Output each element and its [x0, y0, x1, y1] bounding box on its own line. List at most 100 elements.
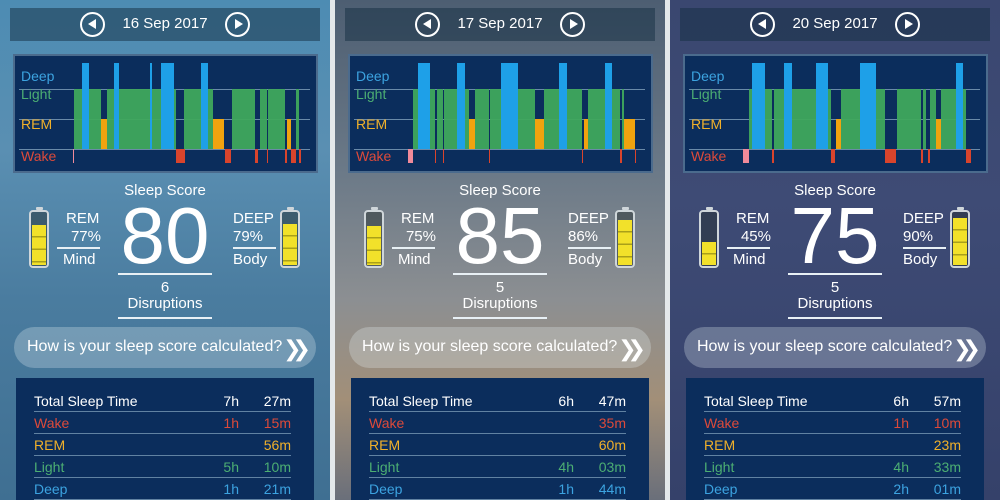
row-minutes: 10m [933, 415, 961, 431]
row-label: Wake [704, 415, 740, 431]
double-chevron-right-icon: ❯❯ [953, 336, 981, 361]
gridline [689, 119, 980, 120]
segment-wake [176, 149, 186, 163]
segment-wake [928, 149, 930, 163]
gridline [689, 89, 980, 90]
row-hours: 1h [223, 415, 239, 431]
segment-deep [751, 63, 765, 149]
previous-day-arrow-icon[interactable] [750, 12, 775, 37]
sleep-score-label: Sleep Score [124, 182, 206, 199]
row-hours: 6h [558, 393, 574, 409]
segment-wake [634, 149, 637, 163]
segment-rem [534, 119, 544, 149]
mind-label: Mind [733, 251, 766, 268]
table-row: Light 5h 10m [34, 456, 291, 478]
body-label: Body [903, 251, 938, 268]
segment-deep [815, 63, 828, 149]
segment-wake [443, 149, 445, 163]
segment-light [929, 89, 937, 149]
mind-percent: 75% [405, 228, 436, 245]
sleep-summary-table: Total Sleep Time 7h 27m Wake 1h 15m REM 56m Ligh… [16, 378, 314, 500]
segment-light [267, 89, 285, 149]
date-label: 20 Sep 2017 [792, 15, 878, 32]
body-underline [233, 247, 276, 249]
segment-rem [835, 119, 842, 149]
segment-wake [771, 149, 774, 163]
segment-rem [101, 119, 108, 149]
gridline [19, 149, 310, 150]
segment-deep [82, 63, 90, 149]
segment-wake [581, 149, 584, 163]
row-minutes: 56m [263, 437, 291, 453]
row-label: Deep [704, 481, 738, 497]
sleep-day-panel: 16 Sep 2017 Deep Light REM Wake Sleep Score 80… [0, 0, 330, 500]
body-label: Body [568, 251, 603, 268]
segment-wake [921, 149, 924, 163]
stage-label-light: Light [691, 86, 722, 102]
row-hours: 1h [223, 481, 239, 497]
next-day-arrow-icon[interactable] [225, 12, 250, 37]
sleep-score-value: 80 [120, 191, 210, 280]
disruptions-count: 5 [830, 279, 840, 296]
score-explanation-button[interactable]: How is your sleep score calculated? ❯❯ [14, 327, 316, 368]
mind-underline [57, 247, 100, 249]
stage-label-rem: REM [21, 116, 53, 132]
segment-light [232, 89, 256, 149]
next-day-arrow-icon[interactable] [560, 12, 585, 37]
row-minutes: 27m [263, 393, 291, 409]
disruptions-label: Disruptions [797, 295, 873, 312]
segment-wake [434, 149, 437, 163]
score-explanation-label: How is your sleep score calculated? [27, 338, 283, 355]
body-stage-label: DEEP [568, 210, 609, 227]
body-battery-icon [950, 207, 970, 268]
segment-wake [620, 149, 623, 163]
date-label: 17 Sep 2017 [457, 15, 543, 32]
mind-battery-icon [29, 207, 49, 268]
date-navigation-bar: 16 Sep 2017 [10, 8, 320, 41]
row-label: REM [369, 437, 401, 453]
segment-deep [604, 63, 613, 149]
segment-wake [255, 149, 259, 163]
segment-light [295, 89, 300, 149]
battery-fill [702, 241, 716, 265]
stage-label-rem: REM [356, 116, 388, 132]
segment-rem [286, 119, 291, 149]
disruptions-count: 5 [495, 279, 505, 296]
battery-fill [953, 218, 967, 265]
date-navigation-bar: 20 Sep 2017 [680, 8, 990, 41]
previous-day-arrow-icon[interactable] [415, 12, 440, 37]
date-navigation-bar: 17 Sep 2017 [345, 8, 655, 41]
body-battery-icon [280, 207, 300, 268]
row-minutes: 57m [933, 393, 961, 409]
table-row: REM 56m [34, 434, 291, 456]
mind-percent: 77% [70, 228, 101, 245]
segment-wake [965, 149, 971, 163]
table-row: Total Sleep Time 6h 47m [369, 390, 626, 412]
row-hours: 4h [893, 459, 909, 475]
row-hours: 2h [893, 481, 909, 497]
row-hours: 5h [223, 459, 239, 475]
row-minutes: 44m [598, 481, 626, 497]
row-hours: 6h [893, 393, 909, 409]
row-minutes: 21m [263, 481, 291, 497]
stage-label-light: Light [356, 86, 387, 102]
disruptions-underline [453, 317, 547, 319]
table-row: Deep 1h 21m [34, 478, 291, 500]
row-label: REM [704, 437, 736, 453]
body-underline [568, 247, 611, 249]
segment-deep [200, 63, 208, 149]
table-row: Total Sleep Time 7h 27m [34, 390, 291, 412]
mind-battery-icon [699, 207, 719, 268]
next-day-arrow-icon[interactable] [895, 12, 920, 37]
row-label: Light [369, 459, 400, 475]
row-minutes: 01m [933, 481, 961, 497]
score-explanation-button[interactable]: How is your sleep score calculated? ❯❯ [349, 327, 651, 368]
row-label: REM [34, 437, 66, 453]
stage-label-wake: Wake [356, 148, 392, 164]
previous-day-arrow-icon[interactable] [80, 12, 105, 37]
segment-rem [936, 119, 942, 149]
score-explanation-button[interactable]: How is your sleep score calculated? ❯❯ [684, 327, 986, 368]
row-minutes: 23m [933, 437, 961, 453]
row-label: Total Sleep Time [704, 393, 808, 409]
battery-fill [367, 226, 381, 265]
